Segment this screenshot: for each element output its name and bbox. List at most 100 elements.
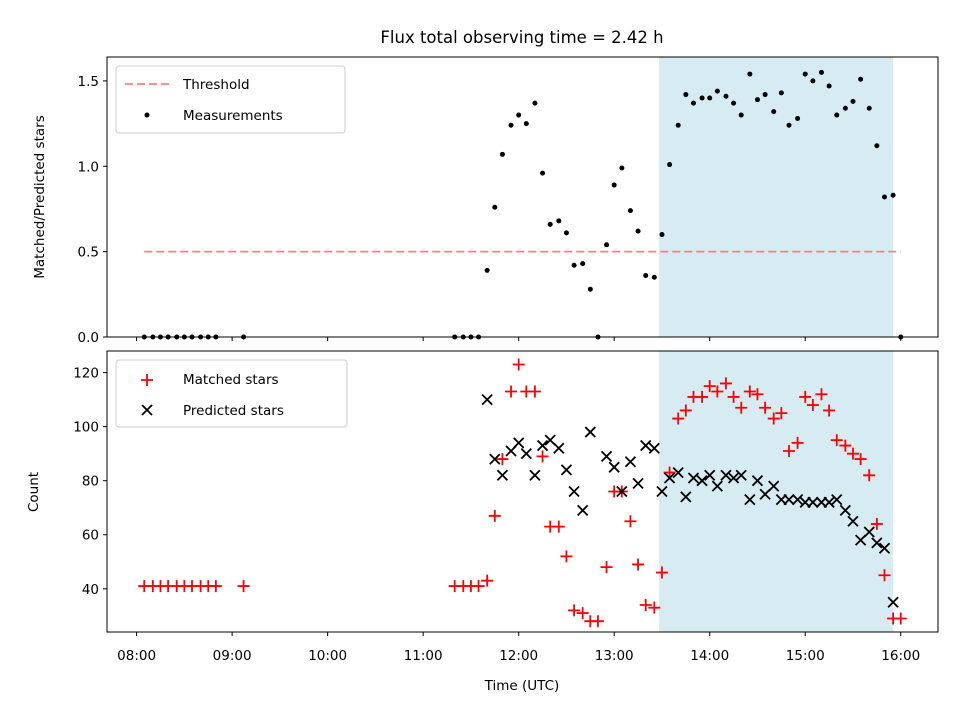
predicted-star-point	[791, 493, 804, 506]
xlabel: Time (UTC)	[484, 678, 560, 694]
measurement-point	[484, 267, 490, 273]
predicted-star-point	[696, 475, 708, 487]
measurement-point	[611, 182, 617, 188]
predicted-star-point	[687, 472, 700, 484]
predicted-star-point	[759, 488, 771, 500]
measurement-point	[834, 112, 840, 118]
predicted-star-point	[568, 485, 580, 498]
x-tick-label: 10:00	[308, 648, 347, 664]
matched-star-point	[815, 388, 828, 401]
predicted-star-point	[878, 542, 891, 554]
legend-bottom: Matched stars Predicted stars	[115, 359, 348, 428]
predicted-star-point	[823, 496, 835, 508]
matched-star-point	[481, 574, 494, 587]
matched-star-point	[568, 604, 581, 617]
matched-star-point	[576, 607, 589, 620]
matched-star-point	[632, 558, 645, 571]
legend-measurements-label: Measurements	[183, 108, 283, 124]
measurement-point	[540, 170, 546, 176]
matched-star-point	[536, 450, 549, 463]
matched-star-point	[846, 447, 859, 460]
predicted-star-point	[839, 504, 851, 517]
predicted-star-point	[854, 534, 867, 546]
predicted-star-point	[744, 493, 756, 506]
panel-count: 40 60 80 100 120 08:00 09:00 10:00 11:00 12:00 13…	[26, 350, 939, 694]
predicted-star-point	[807, 496, 819, 508]
measurement-point	[826, 83, 832, 89]
x-axis-ticks-top	[136, 337, 902, 341]
measurement-point	[492, 204, 498, 210]
x-tick-label: 16:00	[881, 648, 920, 664]
y-tick-label: 0.5	[78, 245, 99, 261]
predicted-star-point	[600, 450, 613, 463]
measurement-point	[874, 143, 880, 149]
predicted-star-point	[624, 456, 637, 468]
legend-threshold-label: Threshold	[182, 77, 250, 93]
measurement-point	[882, 194, 888, 200]
chart-title: Flux total observing time = 2.42 h	[380, 28, 663, 47]
x-tick-label: 08:00	[117, 648, 156, 664]
matched-star-point	[472, 580, 485, 593]
y-tick-label: 0.0	[78, 330, 99, 346]
y-axis-count: 40 60 80 100 120	[73, 366, 107, 598]
predicted-star-point	[560, 464, 573, 476]
panel-ratio: 0.0 0.5 1.0 1.5 Matched/Predicted stars Thr…	[32, 56, 939, 346]
matched-star-point	[863, 469, 876, 482]
matched-star-point	[655, 566, 668, 579]
measurement-point	[587, 286, 593, 292]
measurement-point	[659, 232, 665, 238]
matched-star-point	[679, 404, 692, 417]
predicted-star-point	[513, 437, 525, 449]
predicted-star-point	[871, 537, 883, 549]
measurement-point	[635, 228, 641, 234]
predicted-star-point	[481, 393, 493, 406]
predicted-star-point	[863, 526, 875, 538]
matched-star-point	[839, 439, 852, 452]
measurement-point	[643, 273, 649, 279]
legend-top: Threshold Measurements	[115, 65, 346, 134]
y-tick-label: 100	[73, 420, 99, 436]
matched-star-point	[591, 615, 604, 628]
legend-matched-label: Matched stars	[183, 372, 279, 388]
measurement-point	[738, 112, 744, 118]
predicted-star-point	[711, 480, 723, 492]
matched-star-point	[830, 434, 843, 447]
matched-star-point	[552, 520, 565, 533]
measurement-point	[842, 105, 848, 111]
measurement-point	[683, 92, 689, 98]
measurement-point	[523, 121, 529, 127]
legend-matched-swatch	[141, 374, 153, 386]
matched-star-point	[870, 517, 883, 530]
measurement-point	[556, 218, 562, 224]
measurement-point	[651, 274, 657, 280]
measurement-point	[771, 109, 777, 115]
measurement-point	[818, 69, 824, 75]
predicted-star-point	[887, 596, 899, 608]
measurement-point	[778, 90, 784, 96]
measurement-point	[810, 78, 816, 84]
matched-star-point	[727, 390, 740, 403]
matched-star-point	[648, 601, 661, 614]
predicted-star-point	[577, 504, 589, 517]
measurement-point	[508, 122, 514, 128]
y-tick-label: 1.0	[78, 159, 99, 175]
matched-star-point	[878, 569, 891, 582]
measurement-point	[858, 76, 864, 82]
predicted-star-point	[727, 472, 740, 484]
predicted-star-point	[672, 466, 684, 479]
matched-star-point	[791, 436, 804, 449]
predicted-star-point	[680, 491, 692, 503]
predicted-star-point	[751, 475, 764, 487]
measurement-point	[667, 162, 673, 168]
predicted-star-point	[663, 472, 676, 484]
measurement-point	[571, 262, 577, 268]
predicted-star-point	[608, 461, 620, 473]
y-tick-label: 40	[82, 582, 99, 598]
ylabel-ratio: Matched/Predicted stars	[32, 115, 48, 278]
matched-star-point	[782, 444, 795, 457]
measurement-point	[627, 208, 633, 214]
measurement-point	[762, 92, 768, 98]
measurement-point	[547, 221, 553, 227]
x-tick-label: 12:00	[499, 648, 538, 664]
matched-star-point	[775, 407, 788, 420]
